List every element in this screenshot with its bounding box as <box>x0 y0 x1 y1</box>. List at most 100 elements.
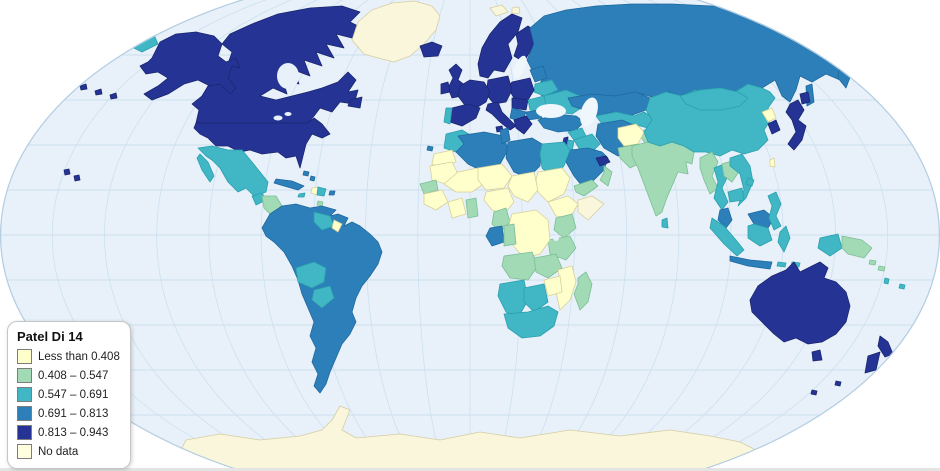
region-malaysia[interactable] <box>717 207 733 229</box>
region-greenland[interactable] <box>351 0 441 63</box>
region-japan[interactable] <box>785 99 807 151</box>
region-west-papua[interactable] <box>817 233 843 257</box>
region-ethiopia[interactable] <box>547 195 579 219</box>
region-baltic-states[interactable] <box>529 65 548 83</box>
region-iraq[interactable] <box>573 133 601 153</box>
region-norway-sweden[interactable] <box>477 13 523 79</box>
region-svalbard[interactable] <box>511 6 521 15</box>
region-papua-new-guinea[interactable] <box>841 235 873 259</box>
region-botswana[interactable] <box>523 283 549 313</box>
region-jamaica[interactable] <box>297 192 306 198</box>
region-new-zealand-north[interactable] <box>877 335 894 358</box>
region-ireland[interactable] <box>440 81 451 95</box>
region-kenya[interactable] <box>553 213 577 239</box>
region-greece[interactable] <box>513 115 533 135</box>
region-senegal[interactable] <box>419 179 439 195</box>
region-borneo-indonesia[interactable] <box>747 223 773 247</box>
region-fiji[interactable] <box>898 283 906 290</box>
legend-swatch-class5 <box>17 425 32 440</box>
region-baja-california[interactable] <box>196 153 215 183</box>
region-sulawesi[interactable] <box>777 225 791 253</box>
region-finland[interactable] <box>513 25 537 63</box>
region-tunisia[interactable] <box>499 127 511 145</box>
region-usa[interactable] <box>193 117 331 169</box>
region-canary-islands[interactable] <box>426 145 434 152</box>
region-dominican-republic[interactable] <box>316 186 327 197</box>
region-cuba[interactable] <box>273 178 305 191</box>
region-hawaii[interactable] <box>73 174 81 182</box>
region-vanuatu[interactable] <box>883 277 890 285</box>
region-angola[interactable] <box>501 251 539 281</box>
legend-swatch-class2 <box>17 368 32 383</box>
region-aleutians[interactable] <box>109 92 118 100</box>
region-chad[interactable] <box>507 171 539 203</box>
region-aleutians[interactable] <box>79 83 88 91</box>
legend-label: 0.813 – 0.943 <box>38 426 109 439</box>
region-belarus[interactable] <box>533 79 559 97</box>
region-mongolia[interactable] <box>679 87 749 111</box>
legend-label: 0.691 – 0.813 <box>38 407 109 420</box>
region-puerto-rico[interactable] <box>328 190 336 196</box>
hudson-bay <box>277 63 299 89</box>
region-congo[interactable] <box>503 223 517 247</box>
region-paraguay[interactable] <box>311 285 335 309</box>
region-portugal[interactable] <box>443 107 453 125</box>
region-somalia[interactable] <box>577 195 605 221</box>
region-aleutians[interactable] <box>94 88 103 96</box>
legend-label: 0.547 – 0.691 <box>38 388 109 401</box>
region-nz-islet[interactable] <box>810 389 818 396</box>
region-guinea[interactable] <box>423 189 449 211</box>
legend-label: No data <box>38 445 79 458</box>
region-bahamas[interactable] <box>302 170 310 177</box>
region-italy[interactable] <box>485 101 517 131</box>
region-ivory-coast[interactable] <box>447 197 467 219</box>
region-taiwan[interactable] <box>769 157 776 168</box>
region-nz-islet[interactable] <box>834 380 842 387</box>
region-hawaii[interactable] <box>63 168 71 176</box>
region-zimbabwe[interactable] <box>543 275 563 297</box>
region-uae-qatar[interactable] <box>595 155 611 167</box>
region-cambodia[interactable] <box>727 187 745 203</box>
region-gabon[interactable] <box>485 225 505 247</box>
region-yemen[interactable] <box>573 179 599 197</box>
region-sudan[interactable] <box>535 167 571 203</box>
region-ghana[interactable] <box>465 197 479 219</box>
region-guyana-suriname[interactable] <box>313 211 335 231</box>
region-newfoundland[interactable] <box>347 96 363 109</box>
region-lesser-sunda[interactable] <box>776 261 787 268</box>
legend-row: 0.813 – 0.943 <box>17 425 120 440</box>
region-tasmania[interactable] <box>811 349 823 362</box>
region-france[interactable] <box>457 79 491 109</box>
region-iceland[interactable] <box>419 41 443 58</box>
region-sumatra[interactable] <box>709 217 745 257</box>
region-hungary-slovakia[interactable] <box>511 97 529 111</box>
region-sri-lanka[interactable] <box>661 217 669 229</box>
region-niger[interactable] <box>477 163 513 191</box>
caspian-sea <box>580 97 598 127</box>
region-philippines[interactable] <box>767 191 782 231</box>
region-bahamas[interactable] <box>309 175 316 182</box>
region-vietnam[interactable] <box>729 153 754 207</box>
region-hainan[interactable] <box>745 177 755 187</box>
great-lakes <box>273 115 283 121</box>
region-south-africa[interactable] <box>503 305 559 339</box>
region-svalbard[interactable] <box>489 4 509 17</box>
region-solomon-islands[interactable] <box>868 259 877 266</box>
region-solomon-islands[interactable] <box>877 265 886 272</box>
region-java[interactable] <box>729 255 773 270</box>
region-madagascar[interactable] <box>573 271 593 311</box>
region-bolivia[interactable] <box>295 261 327 289</box>
region-french-guiana[interactable] <box>331 219 343 233</box>
region-zambia[interactable] <box>533 253 563 279</box>
region-alaska[interactable] <box>139 31 241 101</box>
legend-row: 0.547 – 0.691 <box>17 387 120 402</box>
region-hokkaido[interactable] <box>799 91 811 105</box>
region-australia[interactable] <box>749 261 851 345</box>
region-north-korea[interactable] <box>761 107 777 123</box>
region-oman[interactable] <box>599 165 613 187</box>
legend-swatch-class3 <box>17 387 32 402</box>
region-trinidad[interactable] <box>316 200 324 207</box>
legend-swatch-nodata <box>17 444 32 459</box>
region-south-korea[interactable] <box>767 119 781 135</box>
